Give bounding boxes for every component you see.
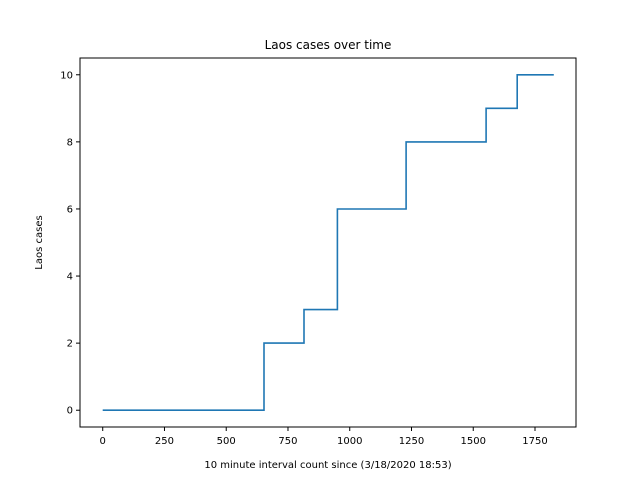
x-axis: 0 250 500 750 1000 1250 1500 1750 bbox=[100, 427, 548, 447]
x-tick-label: 1500 bbox=[461, 436, 486, 447]
x-tick-label: 1250 bbox=[399, 436, 424, 447]
axes-frame bbox=[79, 57, 577, 428]
y-tick-label: 4 bbox=[67, 272, 73, 283]
x-axis-title: 10 minute interval count since (3/18/202… bbox=[204, 460, 451, 471]
y-axis-title: Laos cases bbox=[34, 215, 45, 269]
y-axis: 0 2 4 6 8 10 bbox=[60, 70, 80, 417]
x-tick-label: 1000 bbox=[337, 436, 362, 447]
x-tick-label: 0 bbox=[100, 436, 106, 447]
y-tick-label: 10 bbox=[60, 70, 73, 81]
plot-area bbox=[102, 74, 554, 411]
x-tick-label: 250 bbox=[155, 436, 174, 447]
x-tick-label: 1750 bbox=[522, 436, 547, 447]
y-tick-label: 0 bbox=[67, 406, 73, 417]
x-tick-label: 750 bbox=[278, 436, 297, 447]
y-tick-label: 6 bbox=[67, 204, 73, 215]
series-line bbox=[102, 74, 554, 411]
y-tick-label: 8 bbox=[67, 137, 73, 148]
x-tick-label: 500 bbox=[217, 436, 236, 447]
y-tick-label: 2 bbox=[67, 339, 73, 350]
chart-title: Laos cases over time bbox=[265, 38, 392, 52]
